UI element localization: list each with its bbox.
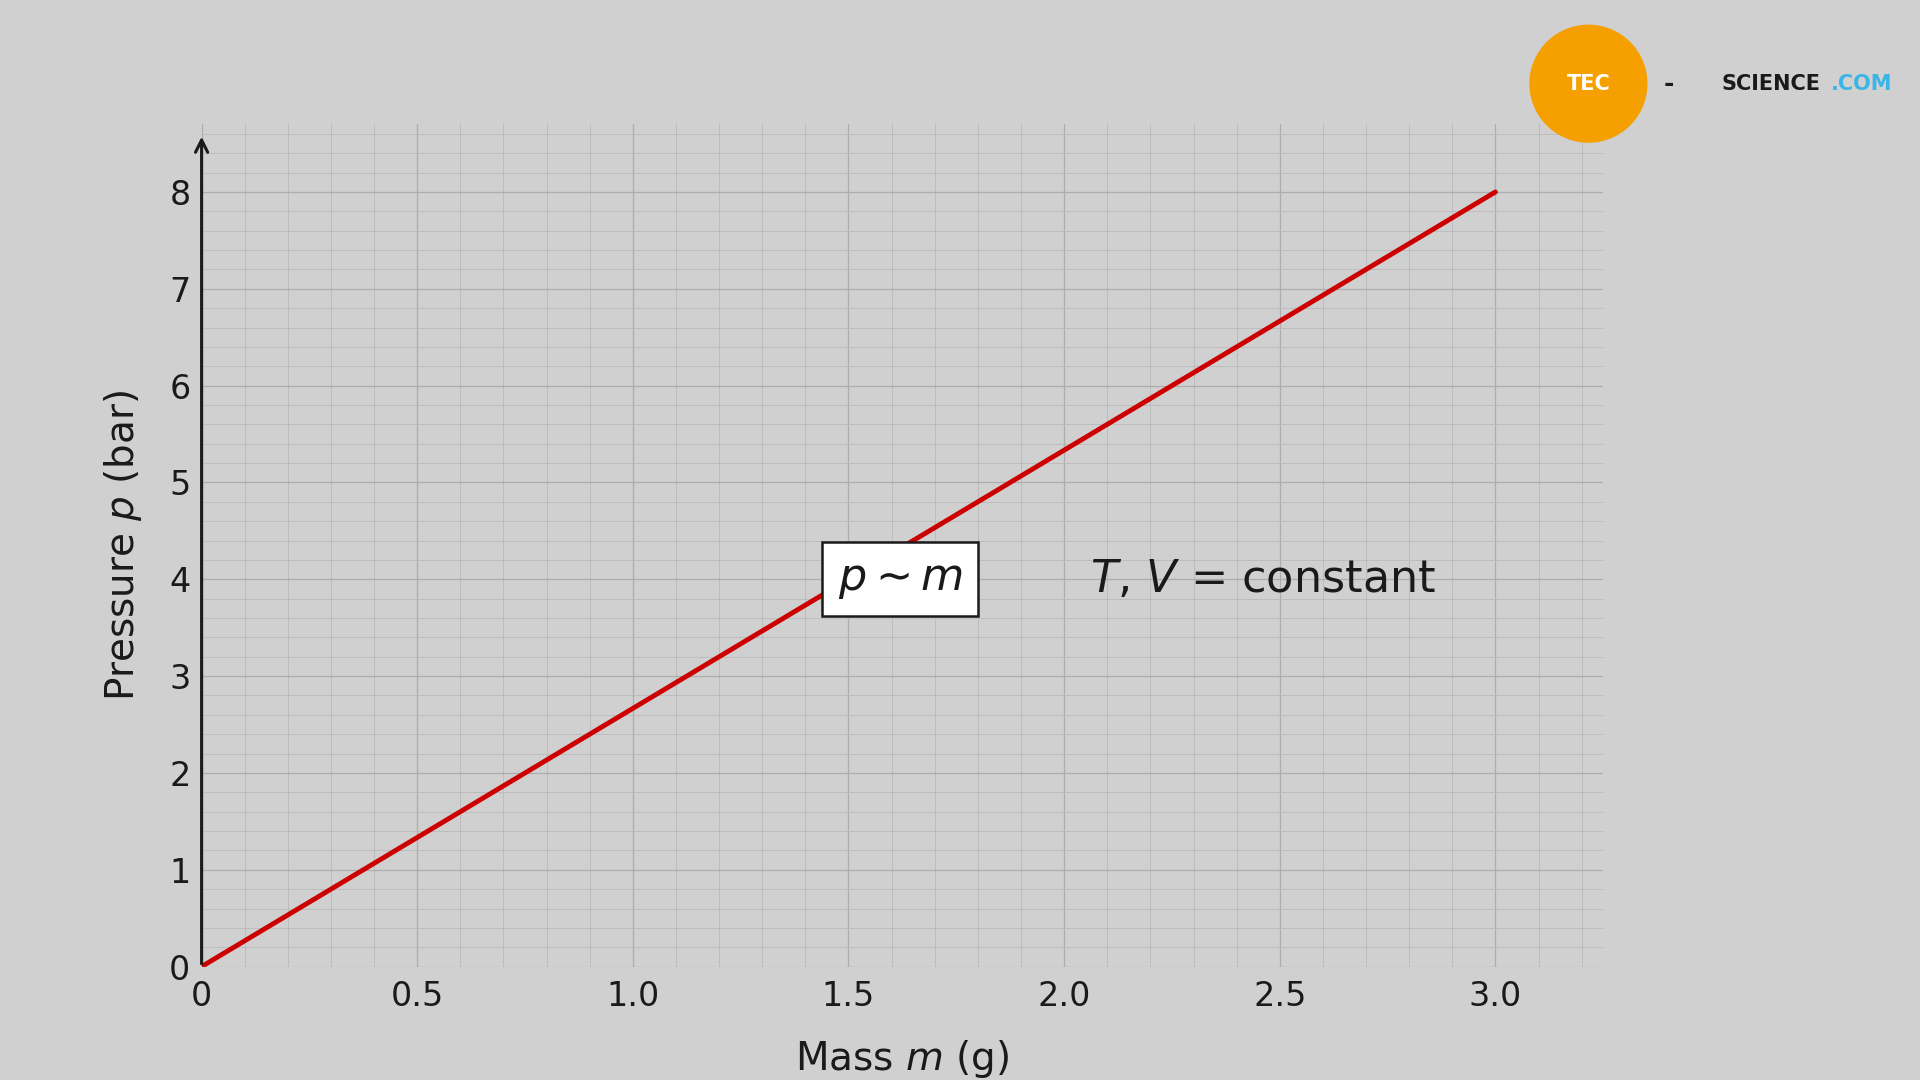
Text: SCIENCE: SCIENCE (1722, 73, 1820, 94)
Text: .COM: .COM (1832, 73, 1893, 94)
Text: $T$, $V$ = constant: $T$, $V$ = constant (1091, 557, 1436, 600)
Text: $p \sim m$: $p \sim m$ (837, 557, 964, 600)
Ellipse shape (1530, 25, 1647, 143)
Y-axis label: Pressure $p$ (bar): Pressure $p$ (bar) (102, 390, 144, 701)
X-axis label: Mass $m$ (g): Mass $m$ (g) (795, 1039, 1010, 1080)
Text: TEC: TEC (1567, 73, 1611, 94)
Text: -: - (1663, 71, 1674, 96)
